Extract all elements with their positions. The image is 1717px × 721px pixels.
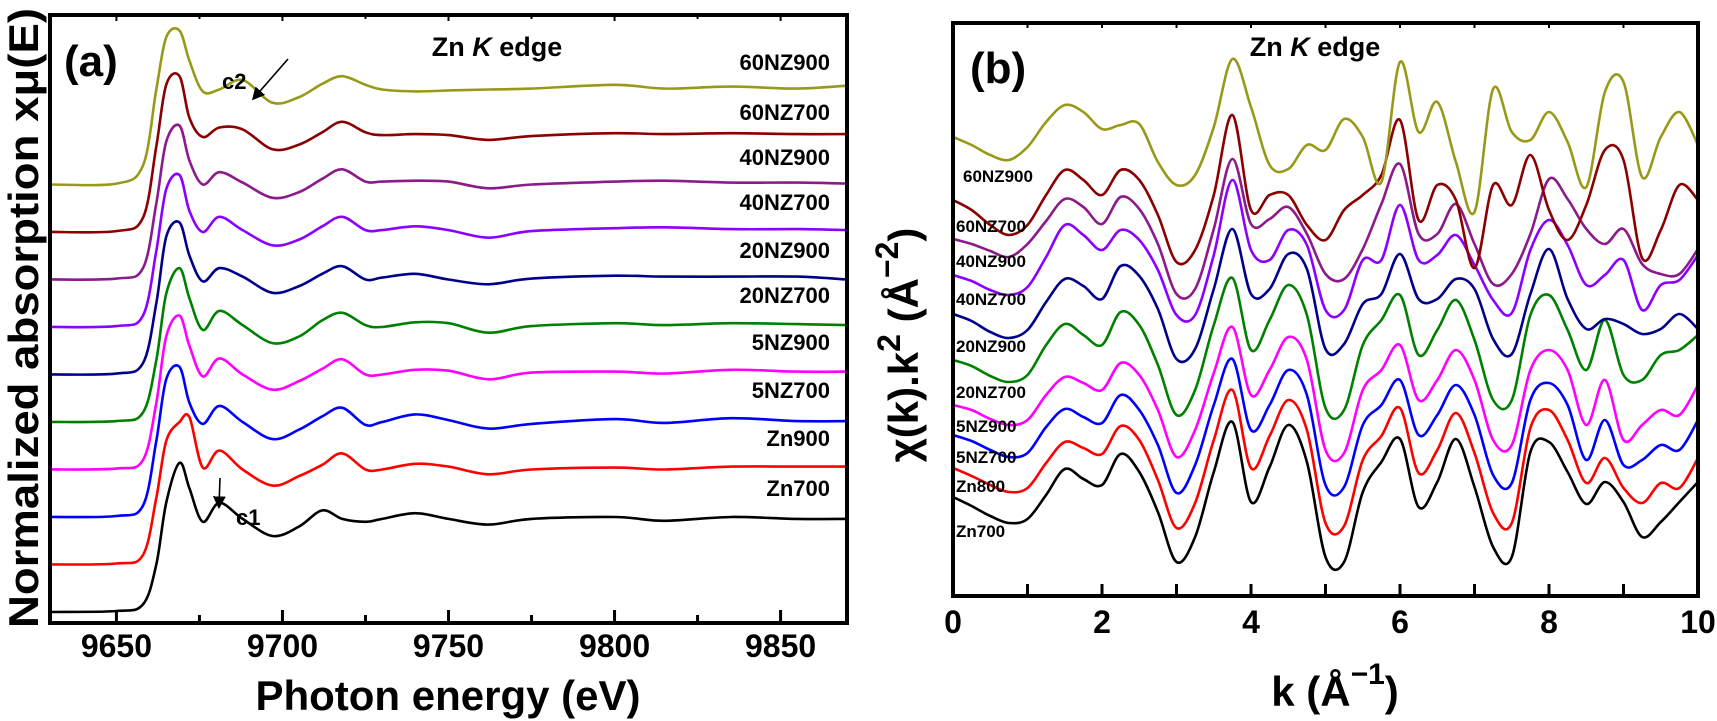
y-axis-title-part: ) (880, 228, 927, 242)
series-label-40NZ700: 40NZ700 (739, 190, 830, 215)
panel-label-a: (a) (64, 37, 118, 86)
title-part: Zn (432, 32, 473, 62)
series-label-5NZ900: 5NZ900 (956, 417, 1016, 436)
series-line-40NZ900 (953, 157, 1698, 300)
x-axis-title-part: ) (1385, 668, 1399, 715)
series-label-Zn900: Zn900 (766, 426, 830, 451)
series-line-Zn700 (953, 420, 1698, 572)
series-label-5NZ700: 5NZ700 (956, 448, 1016, 467)
title-part: Zn (1250, 32, 1291, 62)
curves-b (953, 57, 1698, 572)
x-tick-label: 9800 (579, 628, 650, 664)
y-axis-title-part: (Å (880, 278, 927, 334)
series-line-40NZ900 (50, 123, 847, 281)
y-axis-title-sup: −2 (869, 242, 905, 278)
series-line-Zn900 (50, 412, 847, 566)
series-line-20NZ900 (953, 227, 1698, 364)
arrow-c2-icon (251, 58, 289, 101)
x-tick-label: 10 (1680, 604, 1716, 640)
series-label-40NZ900: 40NZ900 (956, 252, 1026, 271)
y-axis-title-part: χ(k).k (880, 351, 927, 462)
x-tick-label: 9700 (247, 628, 318, 664)
series-line-60NZ900 (50, 27, 847, 187)
series-label-40NZ700: 40NZ700 (956, 290, 1026, 309)
series-label-20NZ900: 20NZ900 (739, 238, 830, 263)
series-label-40NZ900: 40NZ900 (739, 145, 830, 170)
annotation-c2: c2 (222, 69, 246, 94)
x-axis-title-b: k (Å−1) (1271, 658, 1399, 715)
series-label-20NZ900: 20NZ900 (956, 337, 1026, 356)
x-axis-title-sup: −1 (1351, 658, 1385, 691)
series-line-5NZ900 (953, 325, 1698, 463)
series-label-60NZ700: 60NZ700 (956, 217, 1026, 236)
series-label-Zn800: Zn800 (956, 477, 1005, 496)
arrow-c1-icon (212, 477, 226, 510)
panel-title-a: Zn K edge (432, 32, 563, 62)
series-label-60NZ900: 60NZ900 (963, 167, 1033, 186)
panel-b-exafs: Zn700 Zn800 5NZ700 5NZ900 20NZ700 20NZ900 40NZ… (869, 21, 1716, 715)
series-label-Zn700: Zn700 (766, 476, 830, 501)
series-line-5NZ900 (50, 314, 847, 471)
series-line-40NZ700 (953, 178, 1698, 323)
series-label-20NZ700: 20NZ700 (956, 383, 1026, 402)
panel-a-xanes: Zn700 Zn900 5NZ700 5NZ900 20NZ700 20NZ900 40NZ… (0, 8, 849, 719)
series-line-5NZ700 (50, 364, 847, 519)
x-axis-title: Photon energy (eV) (255, 672, 640, 719)
x-tick-label: 0 (944, 604, 962, 640)
x-tick-label: 8 (1540, 604, 1558, 640)
series-line-Zn800 (953, 388, 1698, 536)
series-label-5NZ900: 5NZ900 (752, 330, 830, 355)
series-label-20NZ700: 20NZ700 (739, 283, 830, 308)
title-part: edge (1310, 32, 1381, 62)
series-line-5NZ700 (953, 357, 1698, 497)
y-axis-title: Normalized absorption xμ(E) (0, 8, 47, 628)
x-tick-label: 9750 (413, 628, 484, 664)
y-axis-title-b: χ(k).k2 (Å−2) (869, 228, 927, 463)
title-part-italic: K (1290, 32, 1312, 62)
panel-title-b: Zn K edge (1250, 32, 1381, 62)
series-label-5NZ700: 5NZ700 (752, 378, 830, 403)
series-label-Zn700: Zn700 (956, 522, 1005, 541)
series-line-20NZ700 (50, 266, 847, 424)
series-line-20NZ700 (953, 276, 1698, 421)
panel-label-b: (b) (970, 44, 1026, 93)
series-label-60NZ900: 60NZ900 (739, 50, 830, 75)
annotation-c1: c1 (236, 505, 260, 530)
plot-frame-a (48, 13, 849, 625)
series-line-20NZ900 (50, 220, 847, 376)
title-part: edge (492, 32, 563, 62)
x-tick-label: 9650 (81, 628, 152, 664)
x-tick-label: 9850 (745, 628, 816, 664)
series-line-60NZ700 (953, 113, 1698, 270)
x-tick-label: 6 (1391, 604, 1409, 640)
series-line-Zn700 (50, 461, 847, 614)
curves-a (50, 27, 847, 614)
x-tick-label: 4 (1242, 604, 1260, 640)
y-axis-title-sup: 2 (871, 334, 907, 352)
x-axis-title-part: k (Å (1271, 668, 1350, 715)
title-part-italic: K (472, 32, 494, 62)
series-line-40NZ700 (50, 172, 847, 329)
series-label-60NZ700: 60NZ700 (739, 100, 830, 125)
series-line-60NZ700 (50, 72, 847, 234)
x-tick-label: 2 (1093, 604, 1111, 640)
series-line-60NZ900 (953, 57, 1698, 216)
